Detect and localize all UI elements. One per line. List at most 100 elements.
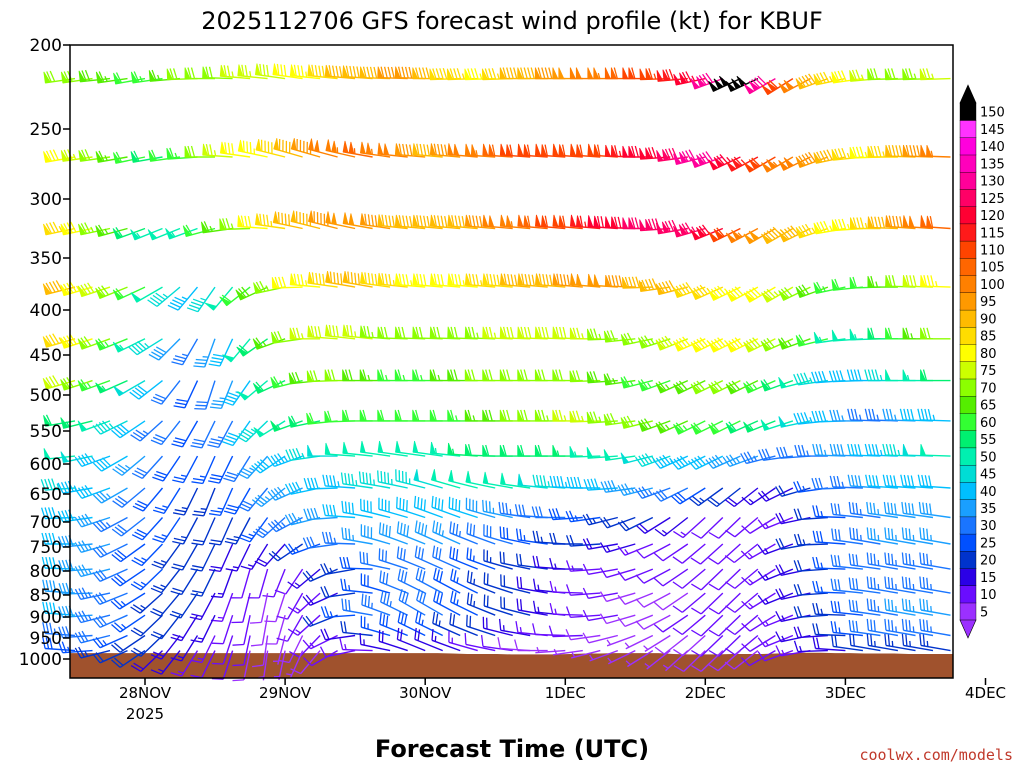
wind-barb — [482, 616, 513, 637]
barb-feather — [209, 406, 222, 410]
barb-staff — [243, 635, 251, 665]
barb-pennant — [60, 284, 70, 296]
barb-feather — [374, 215, 378, 227]
y-tick-label: 450 — [30, 346, 62, 366]
barb-feather — [344, 599, 348, 611]
barb-pennant — [313, 140, 320, 153]
barb-pennant — [447, 273, 454, 286]
barb-staff — [483, 627, 513, 637]
barb-feather — [555, 409, 560, 422]
barb-feather — [900, 474, 904, 487]
barb-half-feather — [348, 584, 351, 591]
barb-feather — [523, 369, 528, 381]
wind-barb — [466, 522, 496, 545]
barb-feather — [812, 602, 817, 615]
barb-feather — [908, 599, 911, 612]
barb-feather — [254, 496, 265, 505]
barb-feather — [852, 502, 855, 514]
barb-feather — [708, 629, 720, 637]
credit-text[interactable]: coolwx.com/models — [859, 746, 1013, 764]
barb-staff — [81, 516, 111, 528]
barb-feather — [205, 66, 210, 78]
barb-feather — [295, 448, 302, 460]
barb-feather — [699, 337, 708, 347]
barb-feather — [717, 285, 726, 296]
barb-half-feather — [355, 480, 358, 486]
barb-feather — [856, 528, 859, 541]
barb-staff — [433, 578, 461, 594]
barb-feather — [839, 370, 845, 382]
barb-staff — [833, 565, 863, 570]
barb-feather — [724, 499, 735, 508]
barb-half-feather — [385, 374, 388, 381]
barb-staff — [500, 512, 531, 519]
barb-feather — [192, 298, 205, 304]
wind-barb — [831, 70, 863, 84]
barb-feather — [816, 281, 823, 293]
barb-feather — [816, 151, 823, 163]
wind-barb — [673, 336, 706, 352]
barb-feather — [150, 439, 162, 446]
wind-barb — [535, 646, 566, 654]
barb-feather — [48, 281, 56, 293]
barb-feather — [41, 556, 46, 569]
barb-pennant — [359, 213, 366, 226]
y-tick-label: 850 — [30, 586, 62, 606]
barb-feather — [287, 581, 298, 589]
wind-barb — [447, 143, 478, 158]
barb-feather — [635, 549, 645, 559]
barb-staff — [325, 514, 356, 519]
barb-feather — [653, 601, 664, 611]
barb-feather — [672, 627, 683, 636]
barb-feather — [114, 497, 126, 506]
barb-half-feather — [104, 228, 109, 235]
barb-feather — [424, 524, 428, 537]
wind-barb — [552, 444, 583, 457]
barb-feather — [614, 216, 618, 229]
barb-feather — [437, 215, 441, 227]
barb-staff — [643, 592, 671, 608]
barb-feather — [920, 408, 925, 421]
wind-barb — [725, 227, 759, 244]
barb-feather — [672, 556, 683, 564]
barb-feather — [922, 577, 926, 589]
barb-feather — [798, 226, 806, 237]
barb-pennant — [587, 328, 594, 341]
barb-feather — [488, 326, 493, 339]
colorbar-label: 115 — [980, 226, 1005, 241]
barb-feather — [147, 299, 158, 307]
wind-barb — [920, 327, 951, 340]
barb-feather — [708, 583, 720, 591]
barb-feather — [710, 422, 720, 432]
barb-pennant — [325, 211, 332, 224]
barb-feather — [415, 67, 420, 79]
barb-feather — [307, 477, 312, 490]
wind-barb — [884, 576, 916, 594]
barb-staff — [683, 650, 706, 672]
barb-feather — [631, 145, 636, 158]
barb-feather — [52, 280, 60, 292]
barb-half-feather — [213, 150, 217, 156]
wind-barb — [516, 576, 548, 594]
barb-pennant — [60, 150, 69, 162]
barb-feather — [884, 633, 887, 646]
barb-feather — [749, 288, 759, 298]
colorbar-label: 80 — [980, 347, 997, 362]
barb-feather — [532, 555, 537, 568]
barb-pennant — [831, 148, 839, 161]
barb-pennant — [219, 296, 232, 307]
barb-feather — [784, 287, 793, 297]
barb-half-feather — [764, 548, 769, 554]
barb-feather — [866, 527, 870, 539]
barb-staff — [342, 589, 373, 594]
barb-feather — [659, 489, 668, 499]
barb-feather — [829, 409, 834, 422]
wind-barb — [232, 615, 251, 646]
barb-feather — [381, 549, 384, 561]
wind-barb — [902, 215, 934, 230]
barb-feather — [560, 476, 564, 488]
barb-half-feather — [858, 414, 862, 421]
wind-barb — [464, 273, 496, 288]
barb-staff — [570, 614, 601, 618]
barb-half-feather — [931, 73, 935, 80]
